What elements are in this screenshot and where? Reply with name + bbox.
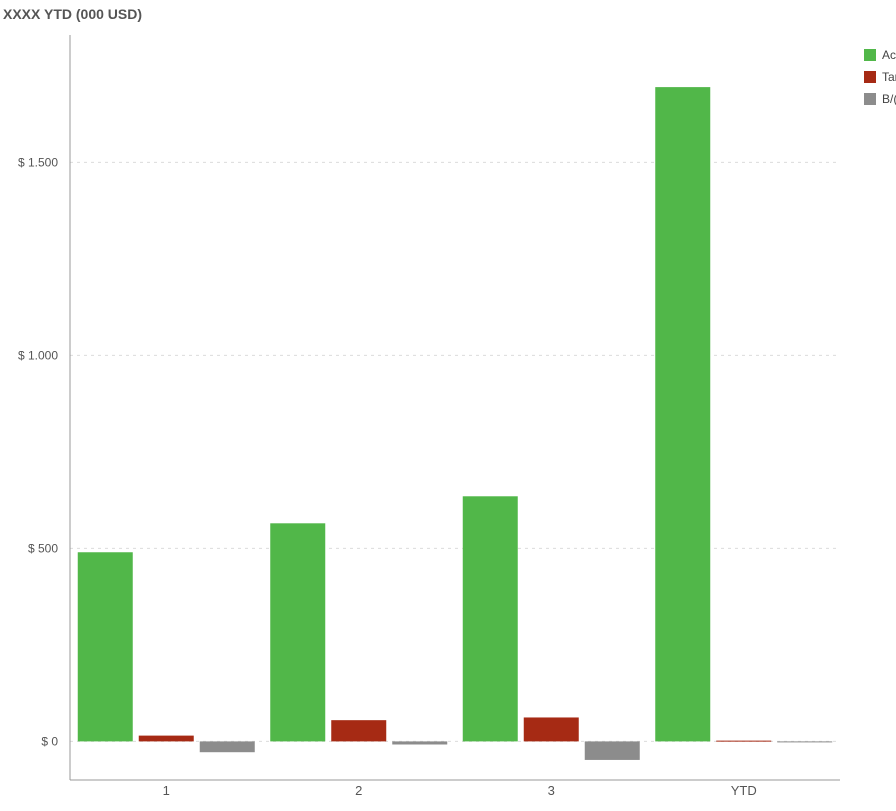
legend-item-bw: B/(W)	[864, 92, 896, 106]
legend-label-target: Targe	[882, 70, 896, 84]
svg-text:2: 2	[355, 783, 362, 798]
legend-item-target: Targe	[864, 70, 896, 84]
legend-label-actual: Actua	[882, 48, 896, 62]
legend-swatch-bw	[864, 93, 876, 105]
svg-text:1: 1	[163, 783, 170, 798]
svg-text:3: 3	[548, 783, 555, 798]
svg-text:$ 1.000: $ 1.000	[18, 348, 58, 362]
svg-text:$ 1.500: $ 1.500	[18, 155, 58, 169]
legend-swatch-target	[864, 71, 876, 83]
svg-text:YTD: YTD	[731, 783, 757, 798]
legend-label-bw: B/(W)	[882, 92, 896, 106]
svg-text:$ 0: $ 0	[41, 734, 58, 748]
legend-item-actual: Actua	[864, 48, 896, 62]
ytd-bar-chart: $ 0 $ 500 $ 1.000 $ 1.500 1 2 3 YTD	[0, 0, 896, 811]
svg-text:$ 500: $ 500	[28, 541, 58, 555]
legend-swatch-actual	[864, 49, 876, 61]
